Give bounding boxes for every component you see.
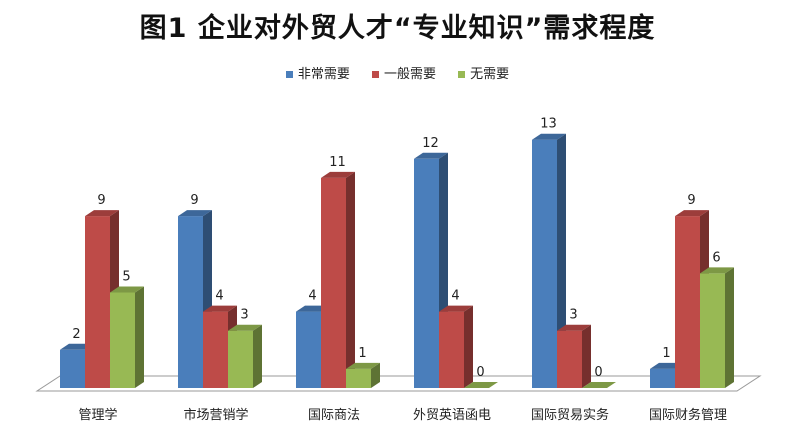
data-label: 9 xyxy=(97,193,105,208)
legend: 非常需要 一般需要 无需要 xyxy=(0,63,795,82)
bar xyxy=(700,273,725,388)
data-label: 1 xyxy=(662,346,670,361)
data-label: 2 xyxy=(72,327,80,342)
bar-top xyxy=(346,362,380,369)
data-label: 3 xyxy=(569,308,577,323)
category-label: 国际财务管理 xyxy=(649,407,727,423)
bar xyxy=(675,216,700,388)
bar-side xyxy=(135,286,144,388)
bar-side xyxy=(346,171,355,388)
data-label: 0 xyxy=(594,365,602,380)
category-label: 管理学 xyxy=(78,407,117,423)
bar xyxy=(346,368,371,388)
data-label: 5 xyxy=(122,270,130,285)
legend-label: 一般需要 xyxy=(383,67,436,82)
bar xyxy=(532,139,557,388)
data-label: 0 xyxy=(476,365,484,380)
bar-top xyxy=(203,305,237,312)
category-label: 国际商法 xyxy=(308,408,360,423)
legend-label: 非常需要 xyxy=(297,67,350,82)
bar-side xyxy=(557,133,566,388)
bar-top xyxy=(557,324,591,331)
bar xyxy=(178,216,203,388)
data-label: 4 xyxy=(308,289,316,304)
bar xyxy=(85,216,110,388)
data-label: 9 xyxy=(190,193,198,208)
data-label: 13 xyxy=(540,117,557,132)
bar-side xyxy=(253,324,262,388)
bar xyxy=(557,330,582,388)
data-label: 11 xyxy=(329,155,346,170)
bar xyxy=(650,368,675,388)
legend-label: 无需要 xyxy=(470,67,510,82)
bar-top xyxy=(178,210,212,217)
data-label: 9 xyxy=(687,193,695,208)
legend-item-not-needed: 无需要 xyxy=(458,63,509,82)
data-label: 3 xyxy=(240,308,248,323)
legend-swatch xyxy=(371,71,379,78)
bar xyxy=(228,330,253,388)
data-label: 4 xyxy=(451,289,459,304)
legend-swatch xyxy=(285,71,293,78)
bar-top xyxy=(414,152,448,159)
legend-item-normal-needed: 一般需要 xyxy=(371,63,436,82)
bar xyxy=(203,311,228,388)
bar-top xyxy=(582,382,616,388)
data-label: 12 xyxy=(422,136,439,151)
bar xyxy=(439,311,464,388)
bar-top xyxy=(321,171,355,178)
bar-top xyxy=(439,305,473,312)
legend-swatch xyxy=(458,71,466,78)
bar xyxy=(414,158,439,388)
bar-top xyxy=(85,210,119,217)
category-label: 外贸英语函电 xyxy=(413,408,491,423)
bar-top xyxy=(464,382,498,388)
category-label: 市场营销学 xyxy=(183,407,248,423)
data-label: 4 xyxy=(215,289,223,304)
data-label: 6 xyxy=(712,250,720,265)
bar-top xyxy=(675,210,709,217)
bar-top xyxy=(110,286,144,293)
bar xyxy=(296,311,321,388)
bar-side xyxy=(371,362,380,388)
chart-title: 图1 企业对外贸人才“专业知识”需求程度 xyxy=(139,13,656,44)
bar xyxy=(60,349,85,388)
bar-top xyxy=(228,324,262,331)
bar xyxy=(321,177,346,388)
bar-side xyxy=(725,267,734,388)
bar-side xyxy=(464,305,473,388)
data-label: 1 xyxy=(358,346,366,361)
bar-top xyxy=(700,267,734,274)
bar-side xyxy=(582,324,591,388)
bar-top xyxy=(532,133,566,140)
category-label: 国际贸易实务 xyxy=(531,407,609,423)
bar xyxy=(110,292,135,388)
legend-item-very-needed: 非常需要 xyxy=(285,63,350,82)
